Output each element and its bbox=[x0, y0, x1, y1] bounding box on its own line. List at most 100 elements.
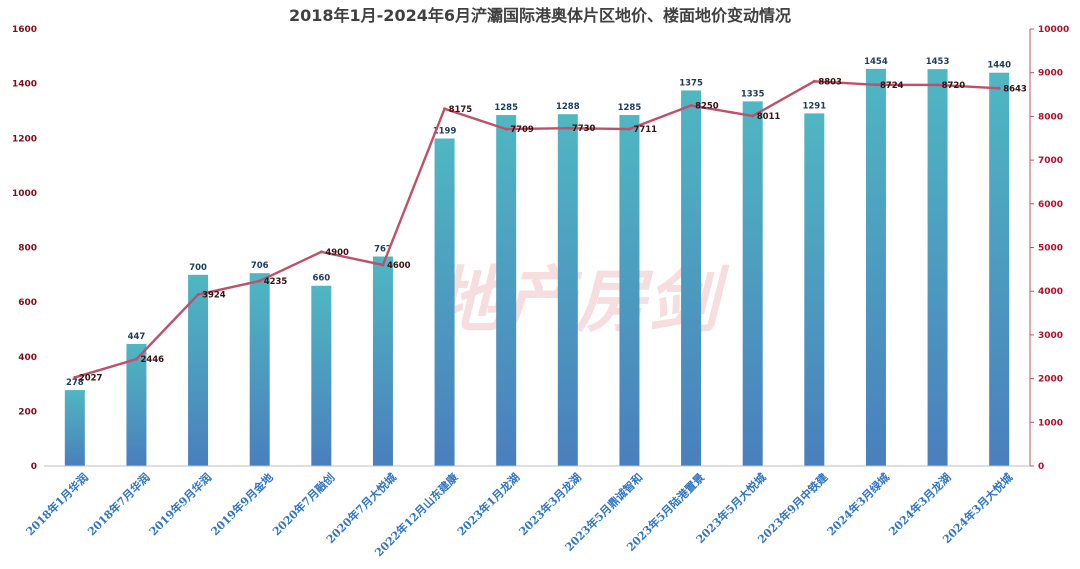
bar-value-label: 1454 bbox=[864, 57, 888, 67]
bar bbox=[927, 69, 948, 466]
x-tick-label: 2018年7月华润 bbox=[84, 470, 152, 538]
line-value-label: 7711 bbox=[633, 125, 657, 135]
bar-value-label: 1440 bbox=[987, 61, 1011, 71]
line-value-label: 7730 bbox=[572, 124, 596, 134]
line-series: 2027 2446 3924 4235 4900 4600 8175 7709 7730 7711… bbox=[73, 77, 1027, 383]
bar bbox=[188, 274, 209, 466]
bar-value-label: 767 bbox=[374, 245, 392, 255]
line-point bbox=[443, 107, 447, 111]
bar bbox=[804, 113, 825, 466]
left-y-tick-label: 1400 bbox=[12, 80, 37, 90]
right-y-axis: 0 1000 2000 3000 4000 5000 6000 7000 8000 9000 100… bbox=[1029, 25, 1069, 472]
bar-value-label: 706 bbox=[251, 261, 269, 271]
line-value-label: 8803 bbox=[818, 77, 842, 87]
line-path bbox=[74, 80, 1000, 379]
right-y-tick-label: 1000 bbox=[1038, 418, 1063, 428]
line-value-label: 2027 bbox=[79, 373, 103, 383]
bar bbox=[249, 273, 270, 466]
bar-series: 278 447 700 706 660 767 1199 1285 1288 1285 1375 13… bbox=[44, 57, 1030, 467]
left-y-tick-label: 600 bbox=[18, 298, 37, 308]
bar-value-label: 1335 bbox=[741, 89, 765, 99]
right-y-tick-label: 7000 bbox=[1038, 156, 1063, 166]
line-value-label: 8643 bbox=[1003, 84, 1027, 94]
bar-value-label: 278 bbox=[66, 378, 84, 388]
line-point bbox=[196, 293, 200, 297]
bar bbox=[619, 115, 640, 467]
line-value-label: 4600 bbox=[387, 261, 411, 271]
line-point bbox=[504, 127, 508, 131]
left-y-axis: 0 200 400 600 800 1000 1200 1400 1600 bbox=[12, 25, 37, 472]
left-y-tick-label: 200 bbox=[18, 407, 37, 417]
bar-value-label: 447 bbox=[128, 332, 146, 342]
bar-value-label: 700 bbox=[189, 263, 207, 273]
x-tick-label: 2023年1月龙湖 bbox=[454, 470, 522, 538]
bar bbox=[64, 390, 85, 466]
right-y-tick-label: 9000 bbox=[1038, 69, 1063, 79]
right-y-tick-label: 8000 bbox=[1038, 112, 1063, 122]
right-y-tick-label: 10000 bbox=[1038, 25, 1069, 35]
bar-value-label: 1285 bbox=[494, 103, 518, 113]
line-value-label: 2446 bbox=[140, 355, 164, 365]
line-point bbox=[319, 250, 323, 254]
line-point bbox=[73, 375, 77, 379]
line-point bbox=[812, 79, 816, 83]
left-y-tick-label: 1000 bbox=[12, 189, 37, 199]
bar-value-label: 1288 bbox=[556, 102, 580, 112]
line-value-label: 8011 bbox=[757, 112, 781, 122]
right-y-tick-label: 2000 bbox=[1038, 375, 1063, 385]
line-value-label: 4235 bbox=[264, 277, 288, 287]
line-point bbox=[874, 83, 878, 87]
line-value-label: 7709 bbox=[510, 125, 534, 135]
x-tick-label: 2019年9月华润 bbox=[146, 470, 214, 538]
x-tick-label: 2023年3月龙湖 bbox=[516, 470, 584, 538]
line-value-label: 3924 bbox=[202, 291, 226, 301]
bar bbox=[865, 68, 886, 466]
line-point bbox=[258, 279, 262, 283]
line-value-label: 4900 bbox=[325, 248, 349, 258]
left-y-tick-label: 400 bbox=[18, 353, 37, 363]
bar-value-label: 1285 bbox=[618, 103, 642, 113]
left-y-tick-label: 1600 bbox=[12, 25, 37, 35]
bar bbox=[311, 285, 332, 466]
bar bbox=[681, 90, 702, 466]
right-y-tick-label: 6000 bbox=[1038, 200, 1063, 210]
bar bbox=[372, 256, 393, 466]
line-value-label: 8720 bbox=[942, 81, 966, 91]
bar bbox=[496, 115, 517, 467]
x-tick-label: 2019年9月金地 bbox=[208, 470, 276, 538]
line-point bbox=[751, 114, 755, 118]
right-y-tick-label: 0 bbox=[1038, 462, 1044, 472]
x-tick-label: 2018年1月华润 bbox=[23, 470, 91, 538]
x-tick-label: 2024年3月龙湖 bbox=[886, 470, 954, 538]
line-point bbox=[566, 126, 570, 130]
line-value-label: 8250 bbox=[695, 101, 719, 111]
line-point bbox=[936, 83, 940, 87]
right-y-tick-label: 4000 bbox=[1038, 287, 1063, 297]
line-point bbox=[689, 103, 693, 107]
chart-title: 2018年1月-2024年6月浐灞国际港奥体片区地价、楼面地价变动情况 bbox=[289, 6, 791, 25]
line-point bbox=[627, 127, 631, 131]
bar-value-label: 1453 bbox=[926, 57, 950, 67]
line-value-label: 8175 bbox=[449, 105, 473, 115]
line-point bbox=[381, 263, 385, 267]
bar-value-label: 1291 bbox=[802, 101, 826, 111]
bar-value-label: 660 bbox=[312, 274, 330, 284]
bar bbox=[126, 343, 147, 466]
bar bbox=[742, 101, 763, 467]
left-y-tick-label: 1200 bbox=[12, 134, 37, 144]
bar-value-label: 1199 bbox=[433, 127, 457, 137]
bar bbox=[434, 138, 455, 466]
right-y-tick-label: 5000 bbox=[1038, 244, 1063, 254]
x-axis: 2018年1月华润2018年7月华润2019年9月华润2019年9月金地2020… bbox=[23, 470, 1015, 560]
left-y-tick-label: 0 bbox=[31, 462, 37, 472]
x-tick-label: 2020年7月融创 bbox=[269, 470, 337, 538]
x-tick-label: 2024年3月绿城 bbox=[824, 470, 892, 538]
bar bbox=[557, 114, 578, 466]
bar bbox=[989, 72, 1010, 466]
line-point bbox=[134, 357, 138, 361]
line-value-label: 8724 bbox=[880, 81, 904, 91]
left-y-tick-label: 800 bbox=[18, 244, 37, 254]
line-point bbox=[997, 86, 1001, 90]
watermark: 地产房剑 bbox=[431, 257, 730, 342]
